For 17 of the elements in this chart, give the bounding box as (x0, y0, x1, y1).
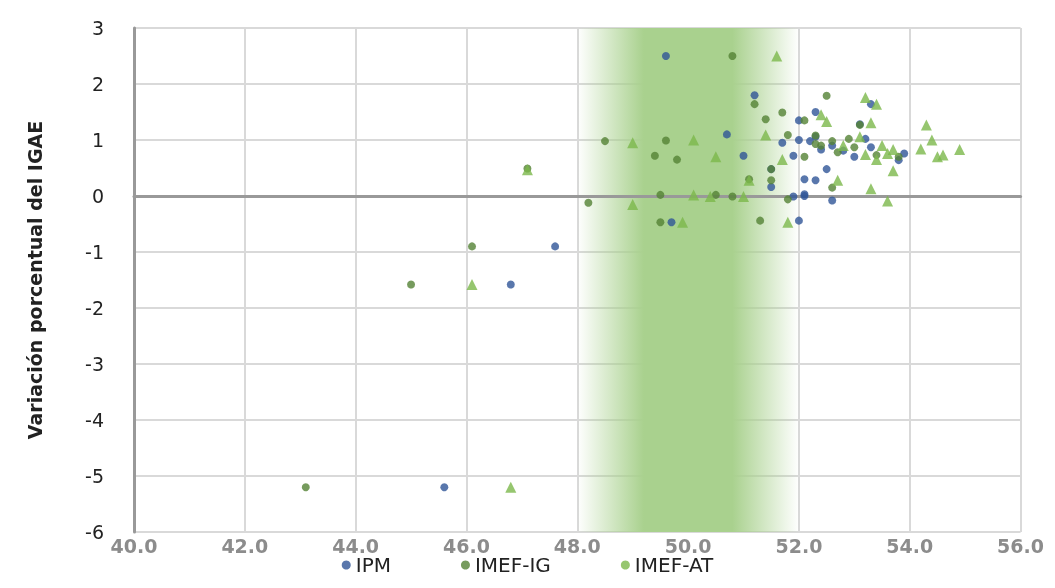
x-tick-label: 48.0 (553, 534, 601, 557)
x-tick-label: 56.0 (997, 534, 1045, 557)
y-tick-label: -6 (85, 521, 104, 543)
y-tick-label: -2 (85, 297, 104, 319)
y-tick-label: 0 (91, 185, 104, 207)
y-axis-title: Variación porcentual del IGAE (23, 120, 46, 440)
y-tick-label: -1 (85, 241, 104, 263)
y-tick-label: -3 (85, 353, 104, 375)
y-tick-label: -5 (85, 465, 104, 487)
y-tick-label: 2 (91, 73, 104, 95)
x-tick-label: 54.0 (886, 534, 934, 557)
x-tick-label: 40.0 (110, 534, 158, 557)
x-tick-label: 42.0 (221, 534, 269, 557)
y-tick-label: 1 (91, 129, 104, 151)
x-tick-label: 52.0 (775, 534, 823, 557)
y-tick-label: -4 (85, 409, 104, 431)
y-tick-label: 3 (91, 17, 104, 39)
